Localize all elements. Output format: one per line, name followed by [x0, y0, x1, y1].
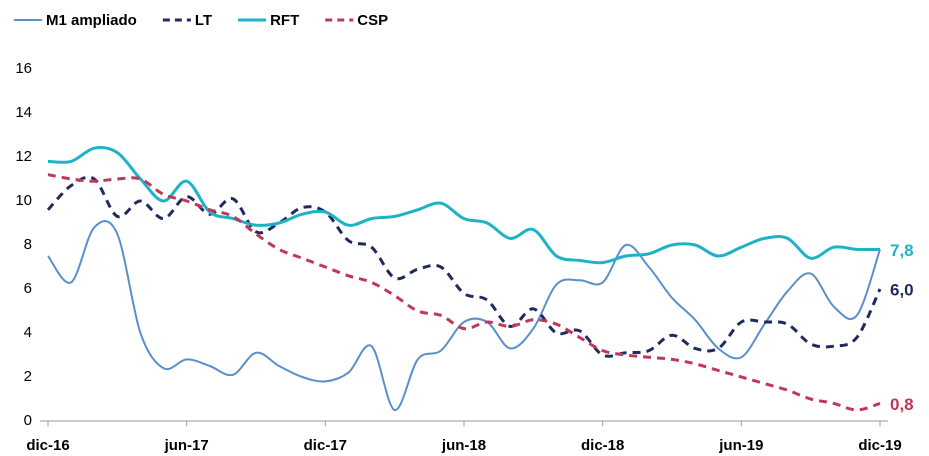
value-label: 0,8: [890, 395, 914, 414]
y-tick-label: 8: [24, 236, 32, 253]
y-tick-label: 6: [24, 280, 32, 297]
series-line: [46, 175, 882, 358]
legend-label: CSP: [357, 12, 388, 29]
x-tick-label: dic-17: [304, 437, 347, 454]
y-tick-label: 2: [24, 368, 32, 385]
x-tick-label: jun-18: [441, 437, 486, 454]
y-tick-label: 4: [24, 324, 32, 341]
plot-area: [46, 146, 882, 412]
y-tick-label: 16: [15, 60, 32, 77]
y-tick-label: 12: [15, 148, 32, 165]
legend-label: RFT: [270, 12, 299, 29]
series-line: [47, 173, 881, 412]
series-line: [47, 220, 881, 411]
y-tick-label: 0: [24, 412, 32, 429]
y-tick-label: 14: [15, 104, 32, 121]
value-label: 7,8: [890, 241, 914, 260]
legend-label: M1 ampliado: [46, 12, 137, 29]
x-tick-label: jun-17: [164, 437, 209, 454]
y-tick-label: 10: [15, 192, 32, 209]
legend-label: LT: [195, 12, 212, 29]
x-tick-label: dic-16: [26, 437, 69, 454]
x-tick-label: jun-19: [718, 437, 763, 454]
value-label: 6,0: [890, 280, 914, 299]
x-tick-label: dic-18: [581, 437, 624, 454]
series-line: [47, 146, 881, 265]
x-tick-label: dic-19: [858, 437, 901, 454]
